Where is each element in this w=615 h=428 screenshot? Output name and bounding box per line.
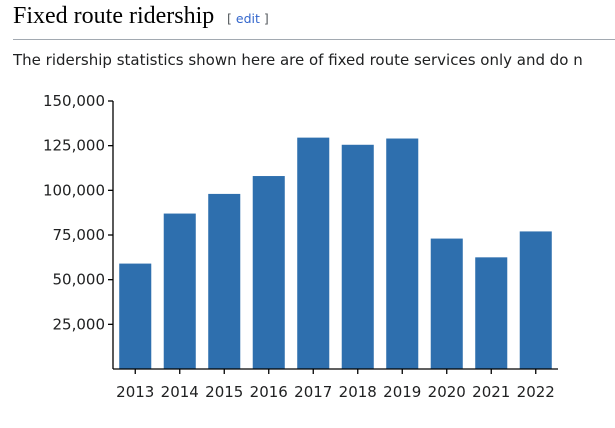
x-tick-label: 2021 — [472, 383, 510, 401]
bar-2016 — [252, 176, 285, 369]
bar-series — [119, 137, 552, 369]
y-tick-label: 75,000 — [53, 226, 106, 244]
bar-2021 — [475, 257, 508, 369]
bar-2022 — [519, 231, 552, 369]
bar-2017 — [297, 137, 330, 369]
section-title: Fixed route ridership — [13, 3, 215, 29]
x-tick-label: 2015 — [205, 383, 243, 401]
bar-2018 — [341, 144, 374, 369]
bar-2014 — [163, 213, 196, 369]
y-tick-label: 100,000 — [43, 181, 105, 199]
edit-section: [ edit ] — [227, 11, 269, 26]
bar-2020 — [430, 238, 463, 369]
y-axis-ticks: 25,000 50,000 75,000 100,000 125,000 150,000 — [43, 92, 113, 333]
y-tick-label: 125,000 — [43, 137, 105, 155]
x-tick-label: 2013 — [116, 383, 154, 401]
x-axis-labels: 2013 2014 2015 2016 2017 2018 2019 2020 2021 2022 — [116, 369, 555, 401]
edit-bracket-open: [ — [227, 11, 232, 26]
x-tick-label: 2016 — [250, 383, 288, 401]
edit-bracket-close: ] — [263, 11, 269, 26]
bar-2013 — [119, 263, 152, 369]
x-tick-label: 2018 — [339, 383, 377, 401]
x-tick-label: 2017 — [294, 383, 332, 401]
x-tick-label: 2019 — [383, 383, 421, 401]
x-tick-label: 2014 — [161, 383, 199, 401]
y-tick-label: 50,000 — [53, 271, 106, 289]
section-heading: Fixed route ridership [ edit ] — [13, 1, 615, 40]
edit-link[interactable]: edit — [235, 11, 260, 26]
y-tick-label: 25,000 — [53, 315, 106, 333]
x-tick-label: 2022 — [517, 383, 555, 401]
bar-2015 — [208, 193, 241, 369]
y-tick-label: 150,000 — [43, 92, 105, 110]
intro-paragraph: The ridership statistics shown here are … — [13, 51, 583, 69]
bar-2019 — [386, 138, 419, 369]
x-tick-label: 2020 — [428, 383, 466, 401]
